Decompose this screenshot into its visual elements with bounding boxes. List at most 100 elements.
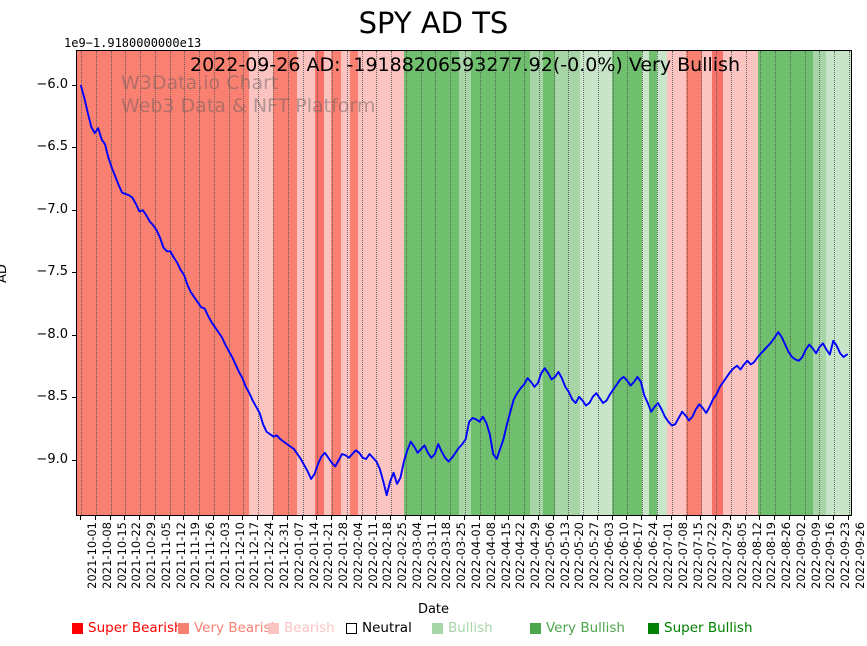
legend-label: Neutral (362, 620, 412, 636)
legend-item[interactable]: Bullish (432, 620, 493, 636)
x-tick-mark (331, 516, 333, 520)
x-tick-mark (700, 516, 702, 520)
y-tick-mark (72, 459, 76, 461)
x-tick-mark (803, 516, 805, 520)
x-tick-mark (390, 516, 392, 520)
x-tick-label: 2022-07-01 (661, 522, 675, 589)
x-tick-mark (833, 516, 835, 520)
x-tick-mark (744, 516, 746, 520)
x-tick-label: 2021-12-24 (262, 522, 277, 589)
x-tick-label: 2022-07-22 (705, 522, 720, 589)
y-tick-label: −7.5 (36, 264, 68, 280)
x-tick-label: 2022-01-28 (336, 522, 351, 589)
x-tick-label: 2022-08-12 (749, 522, 764, 589)
x-tick-label: 2021-10-08 (99, 522, 114, 589)
legend-swatch (268, 622, 279, 634)
x-tick-label: 2022-02-25 (395, 522, 410, 589)
x-tick-mark (449, 516, 451, 520)
x-tick-mark (419, 516, 421, 520)
x-tick-label: 2022-06-24 (646, 522, 661, 589)
x-tick-label: 2022-08-19 (764, 522, 779, 589)
x-tick-label: 2021-11-19 (188, 522, 203, 589)
legend-label: Very Bearish (194, 620, 280, 636)
x-tick-label: 2021-10-22 (129, 522, 144, 589)
y-tick-mark (72, 334, 76, 336)
x-tick-mark (729, 516, 731, 520)
x-tick-mark (124, 516, 126, 520)
x-tick-mark (464, 516, 465, 520)
legend-swatch (530, 622, 541, 634)
x-tick-label: 2022-09-26 (853, 522, 867, 589)
legend-item[interactable]: Super Bullish (648, 620, 753, 636)
x-tick-label: 2022-02-04 (350, 522, 365, 589)
x-tick-mark (537, 516, 539, 520)
y-tick-label: −8.5 (36, 389, 68, 405)
y-tick-label: −8.0 (36, 326, 68, 342)
y-tick-mark (72, 397, 76, 399)
x-tick-mark (626, 516, 628, 520)
legend-item[interactable]: Neutral (346, 620, 412, 636)
x-tick-mark (848, 516, 849, 520)
legend-swatch (432, 622, 443, 634)
legend-swatch (648, 622, 659, 634)
legend-label: Super Bearish (88, 620, 183, 636)
regime-band (272, 51, 298, 515)
x-tick-label: 2021-10-29 (144, 522, 159, 589)
x-tick-mark (523, 516, 525, 520)
x-tick-label: 2022-01-21 (321, 522, 336, 589)
legend-label: Bullish (448, 620, 493, 636)
regime-band (825, 51, 851, 515)
x-tick-label: 2022-09-02 (793, 522, 808, 589)
x-tick-mark (80, 516, 81, 520)
x-tick-label: 2022-07-29 (720, 522, 735, 589)
x-tick-mark (611, 516, 613, 520)
y-tick-label: −6.5 (36, 139, 68, 155)
regime-band (340, 51, 351, 515)
regime-band (648, 51, 658, 515)
x-axis-label: Date (417, 602, 450, 617)
x-tick-mark (345, 516, 347, 520)
x-tick-label: 2022-04-15 (498, 522, 513, 589)
x-tick-mark (212, 516, 214, 520)
x-tick-mark (375, 516, 377, 520)
legend-item[interactable]: Super Bearish (72, 620, 183, 636)
x-tick-label: 2022-04-22 (513, 522, 528, 589)
regime-band (530, 51, 544, 515)
legend-item[interactable]: Very Bearish (178, 620, 279, 636)
x-tick-mark (286, 516, 288, 520)
x-tick-label: 2021-10-01 (85, 522, 99, 589)
x-tick-label: 2022-04-01 (469, 522, 483, 589)
x-tick-label: 2022-03-04 (409, 522, 424, 589)
x-tick-mark (596, 516, 598, 520)
x-tick-mark (94, 516, 96, 520)
regime-band (249, 51, 274, 515)
legend-item[interactable]: Very Bullish (530, 620, 625, 636)
x-tick-label: 2021-12-03 (217, 522, 232, 589)
x-tick-label: 2022-06-03 (601, 522, 616, 589)
x-tick-mark (656, 516, 657, 520)
x-tick-mark (685, 516, 687, 520)
x-tick-label: 2021-12-17 (247, 522, 262, 589)
legend-item[interactable]: Bearish (268, 620, 335, 636)
x-tick-mark (715, 516, 717, 520)
x-tick-mark (316, 516, 318, 520)
legend-swatch (346, 622, 357, 634)
x-tick-label: 2022-03-25 (454, 522, 469, 589)
x-tick-mark (153, 516, 155, 520)
x-tick-label: 2022-07-08 (675, 522, 690, 589)
x-tick-label: 2021-11-12 (173, 522, 188, 589)
x-tick-label: 2022-06-10 (616, 522, 631, 589)
regime-band (579, 51, 614, 515)
legend: Super Bearish Very Bearish Bearish Neutral B… (0, 620, 867, 642)
x-tick-mark (478, 516, 480, 520)
regime-band (686, 51, 703, 515)
x-tick-label: 2022-09-16 (823, 522, 838, 589)
x-tick-mark (109, 516, 111, 520)
x-tick-label: 2022-09-23 (838, 522, 853, 589)
legend-swatch (178, 622, 189, 634)
regime-band (471, 51, 531, 515)
x-tick-mark (788, 516, 790, 520)
regime-band (330, 51, 342, 515)
legend-label: Bearish (284, 620, 335, 636)
x-tick-mark (508, 516, 510, 520)
